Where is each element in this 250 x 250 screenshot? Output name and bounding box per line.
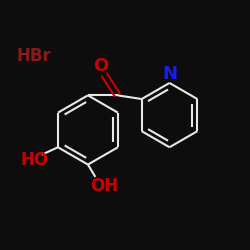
Text: O: O bbox=[93, 57, 108, 75]
Text: HO: HO bbox=[20, 150, 48, 168]
Text: HBr: HBr bbox=[16, 47, 51, 65]
Text: N: N bbox=[162, 65, 177, 83]
Text: OH: OH bbox=[90, 176, 118, 194]
